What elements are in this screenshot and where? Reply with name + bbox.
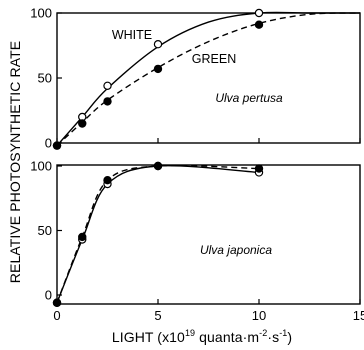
panel-ulva-pertusa: 0 50 100 WHITE GREEN Ulva pertusa [30,6,361,151]
data-point-white [153,40,163,49]
y-axis-title: RELATIVE PHOTOSYNTHETIC RATE [7,41,23,283]
data-point-green [153,64,163,74]
x-axis-title-units: quanta·m [195,329,259,345]
x-tick-label: 0 [53,308,60,323]
x-axis-title-main: LIGHT (x10 [112,329,185,345]
x-tick-label: 10 [252,308,266,323]
data-point-green [103,175,112,185]
plot-frame [56,164,361,305]
y-tick-label: 0 [45,288,52,303]
y-tick-label: 100 [30,6,52,21]
series-label-green: GREEN [192,52,236,66]
x-tick-label: 5 [154,308,161,323]
data-point-green [78,119,87,128]
x-axis-title-units-2: ·s [267,329,279,345]
data-point-green [103,97,112,106]
data-point-green [153,161,163,171]
x-axis-title-exponent: 19 [185,328,195,338]
series-label-white: WHITE [112,28,152,42]
x-axis-title-close: ) [287,329,292,345]
data-point-white [254,8,264,18]
y-tick-label: 50 [38,71,52,86]
data-point-green [52,298,62,307]
data-point-white [103,81,112,91]
panel-ulva-japonica: 0 50 100 0 5 10 15 Ulva japonica [30,159,364,324]
y-tick-label: 100 [30,159,52,174]
y-tick-label: 0 [45,136,52,151]
series-line-green [56,12,361,147]
x-axis-title: LIGHT (x1019 quanta·m-2·s-1) [112,328,292,345]
y-tick-label: 50 [38,223,52,238]
x-tick-label: 15 [353,308,364,323]
x-axis-title-units-exponent: -2 [259,328,267,338]
x-axis-title-units-2-exponent: -1 [279,328,287,338]
data-point-green [254,20,264,29]
species-label: Ulva pertusa [215,91,283,105]
data-point-green [78,232,87,242]
species-label: Ulva japonica [200,243,272,257]
data-point-green [52,141,62,150]
data-point-green [254,164,264,173]
